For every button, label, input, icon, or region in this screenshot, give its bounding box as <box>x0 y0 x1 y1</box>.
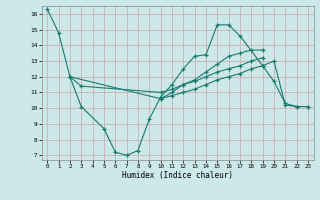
X-axis label: Humidex (Indice chaleur): Humidex (Indice chaleur) <box>122 171 233 180</box>
